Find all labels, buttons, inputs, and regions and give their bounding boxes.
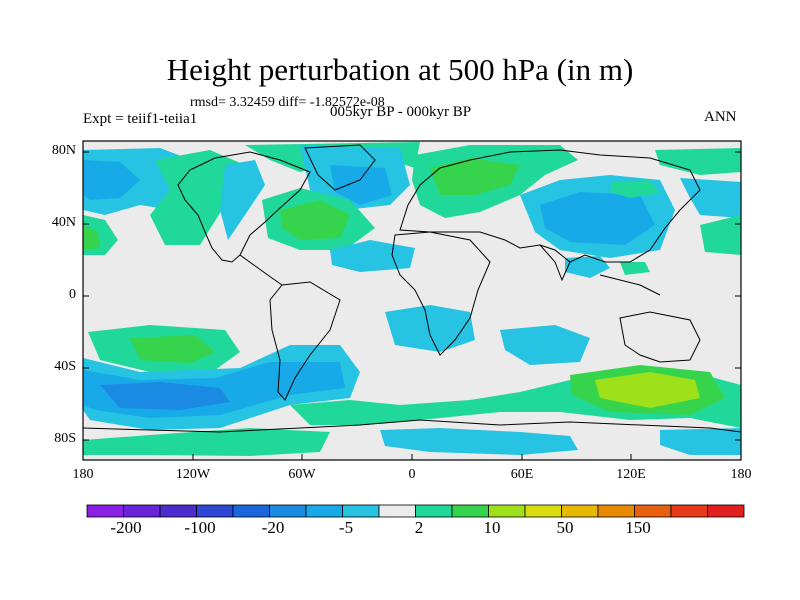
- coast-north-america: [177, 151, 311, 263]
- colorbar-label: 10: [483, 518, 501, 537]
- colorbar-swatch: [159, 504, 197, 518]
- contour-canada-cyan: [220, 160, 265, 240]
- contour-north-pacific-blue: [83, 160, 140, 200]
- contour-north-atlantic-deepgreen: [280, 200, 350, 240]
- lon-label-120w: 120W: [175, 467, 211, 482]
- contour-north-pacific-green: [150, 150, 245, 245]
- contour-south-indian-cyan: [500, 325, 590, 365]
- contour-field: [83, 141, 741, 460]
- contour-siberia-green: [610, 180, 660, 198]
- colorbar-swatch: [451, 504, 489, 518]
- colorbar-label: 2: [414, 518, 424, 537]
- colorbar-label: -5: [338, 518, 354, 537]
- lon-label-180e: 180: [730, 467, 752, 482]
- colorbar-swatch: [232, 504, 270, 518]
- colorbar-swatch: [342, 504, 380, 518]
- experiment-label: Expt = teiif1-teiia1: [83, 111, 198, 127]
- contour-south-indian-lime: [595, 372, 700, 408]
- contour-east-pacific-green: [700, 215, 741, 255]
- colorbar-swatch: [305, 504, 343, 518]
- colorbar-swatch: [561, 504, 599, 518]
- axis-ticks: [82, 151, 742, 460]
- season-label: ANN: [704, 109, 737, 125]
- colorbar-swatch: [597, 504, 635, 518]
- colorbar-swatch: [524, 504, 562, 518]
- coast-europe-asia: [399, 149, 701, 263]
- lat-label-0: 0: [69, 287, 76, 302]
- coast-india: [539, 244, 571, 282]
- colorbar-label: 150: [625, 518, 651, 537]
- colorbar-swatch: [415, 504, 453, 518]
- colorbar-swatch: [378, 504, 416, 518]
- coast-south-america: [269, 281, 341, 401]
- stats-text: rmsd= 3.32459 diff= -1.82572e-08: [190, 95, 385, 110]
- colorbar: [86, 504, 745, 518]
- coast-antarctica: [83, 419, 741, 433]
- contour-south-pacific-deepgreen: [130, 335, 215, 363]
- lat-label-40s: 40S: [54, 359, 76, 374]
- colorbar-swatch: [86, 504, 124, 518]
- coast-africa: [391, 231, 491, 356]
- contour-southern-ocean-deepblue: [100, 382, 230, 410]
- contour-tropical-pacific-green: [620, 262, 650, 275]
- contour-arctic-east-green: [655, 148, 741, 175]
- colorbar-label: 50: [556, 518, 574, 537]
- colorbar-label: -20: [261, 518, 285, 537]
- contour-west-pacific-deepgreen: [83, 225, 100, 250]
- lon-label-120e: 120E: [616, 467, 646, 482]
- lat-label-80s: 80S: [54, 431, 76, 446]
- colorbar-swatch: [269, 504, 307, 518]
- colorbar-label: -200: [110, 518, 142, 537]
- contour-tropical-indian-cyan: [565, 256, 610, 278]
- contour-eurasia-blue: [540, 192, 655, 245]
- period-label: 005kyr BP - 000kyr BP: [330, 104, 472, 120]
- lat-label-40n: 40N: [51, 215, 76, 230]
- colorbar-swatch: [488, 504, 526, 518]
- coastlines: [83, 144, 741, 433]
- coast-central-america: [239, 254, 283, 286]
- coast-australia: [619, 311, 701, 363]
- colorbar-swatch: [634, 504, 672, 518]
- contour-antarctic-cyan: [380, 428, 578, 455]
- lon-label-0: 0: [408, 467, 416, 482]
- colorbar-swatch: [196, 504, 234, 518]
- colorbar-label: -100: [184, 518, 216, 537]
- contour-tropical-atlantic-cyan: [330, 240, 415, 272]
- coast-indonesia: [599, 274, 661, 296]
- contour-antarctic-green: [83, 428, 330, 456]
- lon-label-60w: 60W: [288, 467, 316, 482]
- lon-label-60e: 60E: [510, 467, 534, 482]
- lon-label-180w: 180: [72, 467, 94, 482]
- map-title: Height perturbation at 500 hPa (in m): [166, 52, 634, 87]
- contour-south-atlantic-cyan: [385, 305, 475, 352]
- colorbar-swatch: [670, 504, 708, 518]
- lat-label-80n: 80N: [51, 143, 76, 158]
- contour-antarctic-east-cyan: [660, 428, 741, 455]
- contour-east-pacific-cyan: [680, 178, 741, 218]
- colorbar-swatch: [707, 504, 745, 518]
- contour-greenland-blue: [330, 165, 392, 205]
- contour-eurasia-deepgreen: [430, 158, 520, 195]
- coast-greenland: [304, 144, 376, 191]
- colorbar-swatch: [123, 504, 161, 518]
